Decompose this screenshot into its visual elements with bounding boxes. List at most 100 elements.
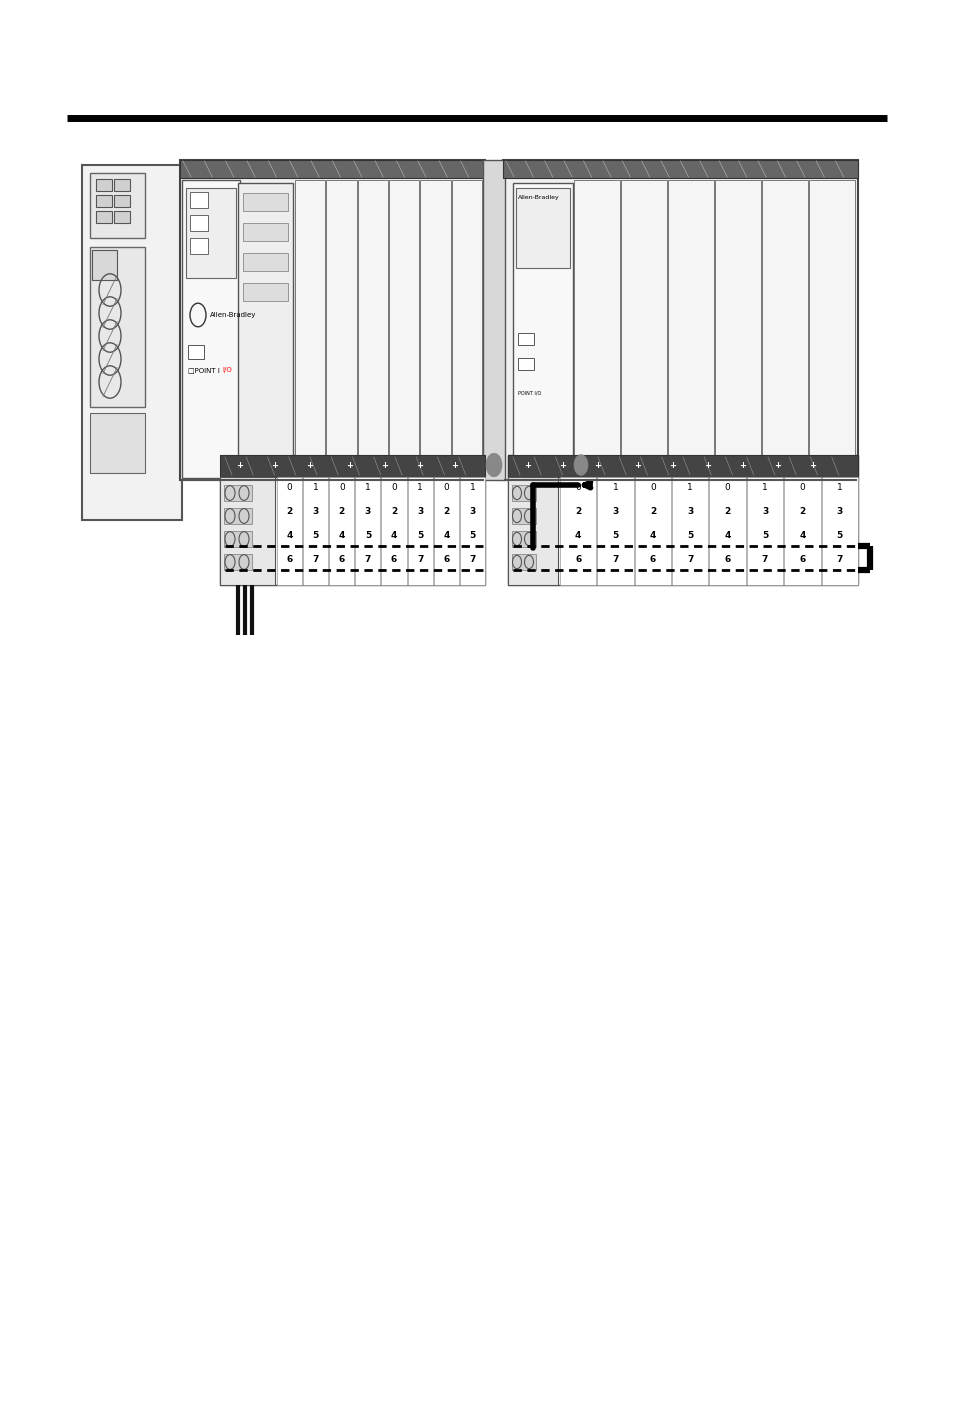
Bar [190,215,208,231]
Text: □POINT I: □POINT I [188,367,219,373]
Bar [96,195,112,207]
Text: +: + [381,461,388,471]
Text: 0: 0 [649,484,655,492]
Bar [91,250,117,280]
Text: 2: 2 [443,508,449,516]
Text: 7: 7 [761,555,767,564]
Text: +: + [346,461,354,471]
Bar [90,247,145,406]
Bar [243,193,288,211]
Text: 1: 1 [761,484,767,492]
Text: 7: 7 [416,555,423,564]
Bar [90,413,145,472]
Text: 5: 5 [686,531,693,540]
Bar [182,180,240,478]
Text: 0: 0 [287,484,293,492]
Text: I/O: I/O [222,367,232,373]
Text: Allen-Bradley: Allen-Bradley [210,312,256,318]
Text: 3: 3 [686,508,693,516]
Text: 5: 5 [313,531,318,540]
Text: +: + [306,461,314,471]
Bar [190,193,208,208]
Text: 5: 5 [612,531,618,540]
Bar [451,180,481,478]
Text: 1: 1 [687,484,693,492]
Bar [667,180,713,478]
Text: 4: 4 [338,531,345,540]
Text: 6: 6 [443,555,449,564]
Text: +: + [739,461,745,471]
Text: 6: 6 [391,555,396,564]
Circle shape [485,453,501,477]
Text: 1: 1 [612,484,618,492]
Bar [224,508,252,524]
Bar [407,477,433,585]
Text: 2: 2 [649,508,656,516]
Bar [808,180,854,478]
Bar [389,180,419,478]
Text: 7: 7 [313,555,318,564]
Text: 3: 3 [313,508,318,516]
Text: 2: 2 [286,508,293,516]
Bar [243,224,288,240]
Bar [746,477,782,585]
Text: 6: 6 [649,555,656,564]
Text: 7: 7 [836,555,842,564]
Bar [517,333,534,344]
Text: 3: 3 [416,508,423,516]
Bar [559,477,596,585]
Bar [634,477,670,585]
Bar [620,180,666,478]
Text: 2: 2 [391,508,396,516]
Text: +: + [703,461,711,471]
Bar [190,238,208,254]
Bar [512,531,536,547]
Bar [237,183,293,477]
Bar [459,477,484,585]
Text: 4: 4 [649,531,656,540]
Text: +: + [809,461,816,471]
Bar [180,160,484,179]
Bar [224,485,252,501]
Text: 6: 6 [723,555,730,564]
Bar [507,456,857,585]
Bar [507,456,857,477]
Bar [220,477,274,585]
Text: 5: 5 [416,531,423,540]
Text: 7: 7 [612,555,618,564]
Bar [113,179,130,191]
Text: 0: 0 [799,484,804,492]
Bar [512,554,536,569]
Text: 4: 4 [799,531,804,540]
Bar [96,211,112,224]
Bar [113,195,130,207]
Bar [243,283,288,301]
Text: +: + [594,461,601,471]
Text: 2: 2 [723,508,730,516]
Bar [294,180,325,478]
Bar [188,344,204,359]
Text: +: + [236,461,243,471]
Text: 7: 7 [686,555,693,564]
Text: 5: 5 [836,531,842,540]
Bar [276,477,302,585]
Text: 3: 3 [469,508,475,516]
Text: 3: 3 [761,508,767,516]
Bar [517,359,534,370]
Text: 0: 0 [443,484,449,492]
Bar [186,188,235,278]
Text: 5: 5 [364,531,371,540]
Text: 3: 3 [836,508,842,516]
Bar [113,211,130,224]
Bar [672,477,708,585]
Bar [82,165,182,520]
Text: 6: 6 [799,555,804,564]
Text: Allen-Bradley: Allen-Bradley [517,195,559,201]
Bar [507,477,558,585]
Text: 5: 5 [469,531,475,540]
Bar [329,477,354,585]
Text: 0: 0 [724,484,730,492]
Text: POINT I/O: POINT I/O [517,391,540,395]
Text: 3: 3 [612,508,618,516]
Text: 7: 7 [469,555,476,564]
